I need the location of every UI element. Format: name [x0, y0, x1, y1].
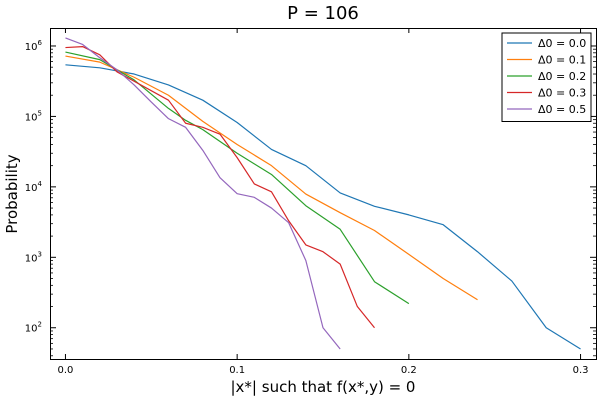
- y-tick-exponent: 5: [38, 109, 42, 117]
- series-line-4: [65, 37, 341, 350]
- series-line-0: [65, 64, 581, 350]
- y-tick-exponent: 6: [38, 39, 43, 47]
- series-line-1: [65, 55, 478, 301]
- x-tick-label: 0.3: [573, 365, 589, 376]
- legend-label-1: Δ0 = 0.1: [538, 54, 586, 67]
- legend-box: [501, 32, 592, 122]
- x-tick-label: 0.2: [401, 365, 417, 376]
- x-tick-label: 0.1: [229, 365, 245, 376]
- legend: Δ0 = 0.0 Δ0 = 0.1 Δ0 = 0.2 Δ0 = 0.3 Δ0 = 0.5: [501, 32, 592, 122]
- series-line-2: [65, 51, 410, 305]
- y-tick-exponent: 3: [38, 250, 42, 258]
- x-tick-label: 0.0: [57, 365, 73, 376]
- legend-label-4: Δ0 = 0.5: [538, 103, 586, 116]
- y-tick-exponent: 2: [38, 321, 42, 329]
- x-axis-title: |x*| such that f(x*,y) = 0: [231, 378, 416, 396]
- y-axis-title: Probability: [3, 154, 21, 233]
- y-tick-exponent: 4: [38, 180, 43, 188]
- series-lines: [65, 37, 581, 350]
- legend-label-2: Δ0 = 0.2: [538, 70, 586, 83]
- legend-label-0: Δ0 = 0.0: [538, 37, 586, 50]
- legend-label-3: Δ0 = 0.3: [538, 87, 586, 100]
- chart-title: P = 106: [287, 3, 359, 24]
